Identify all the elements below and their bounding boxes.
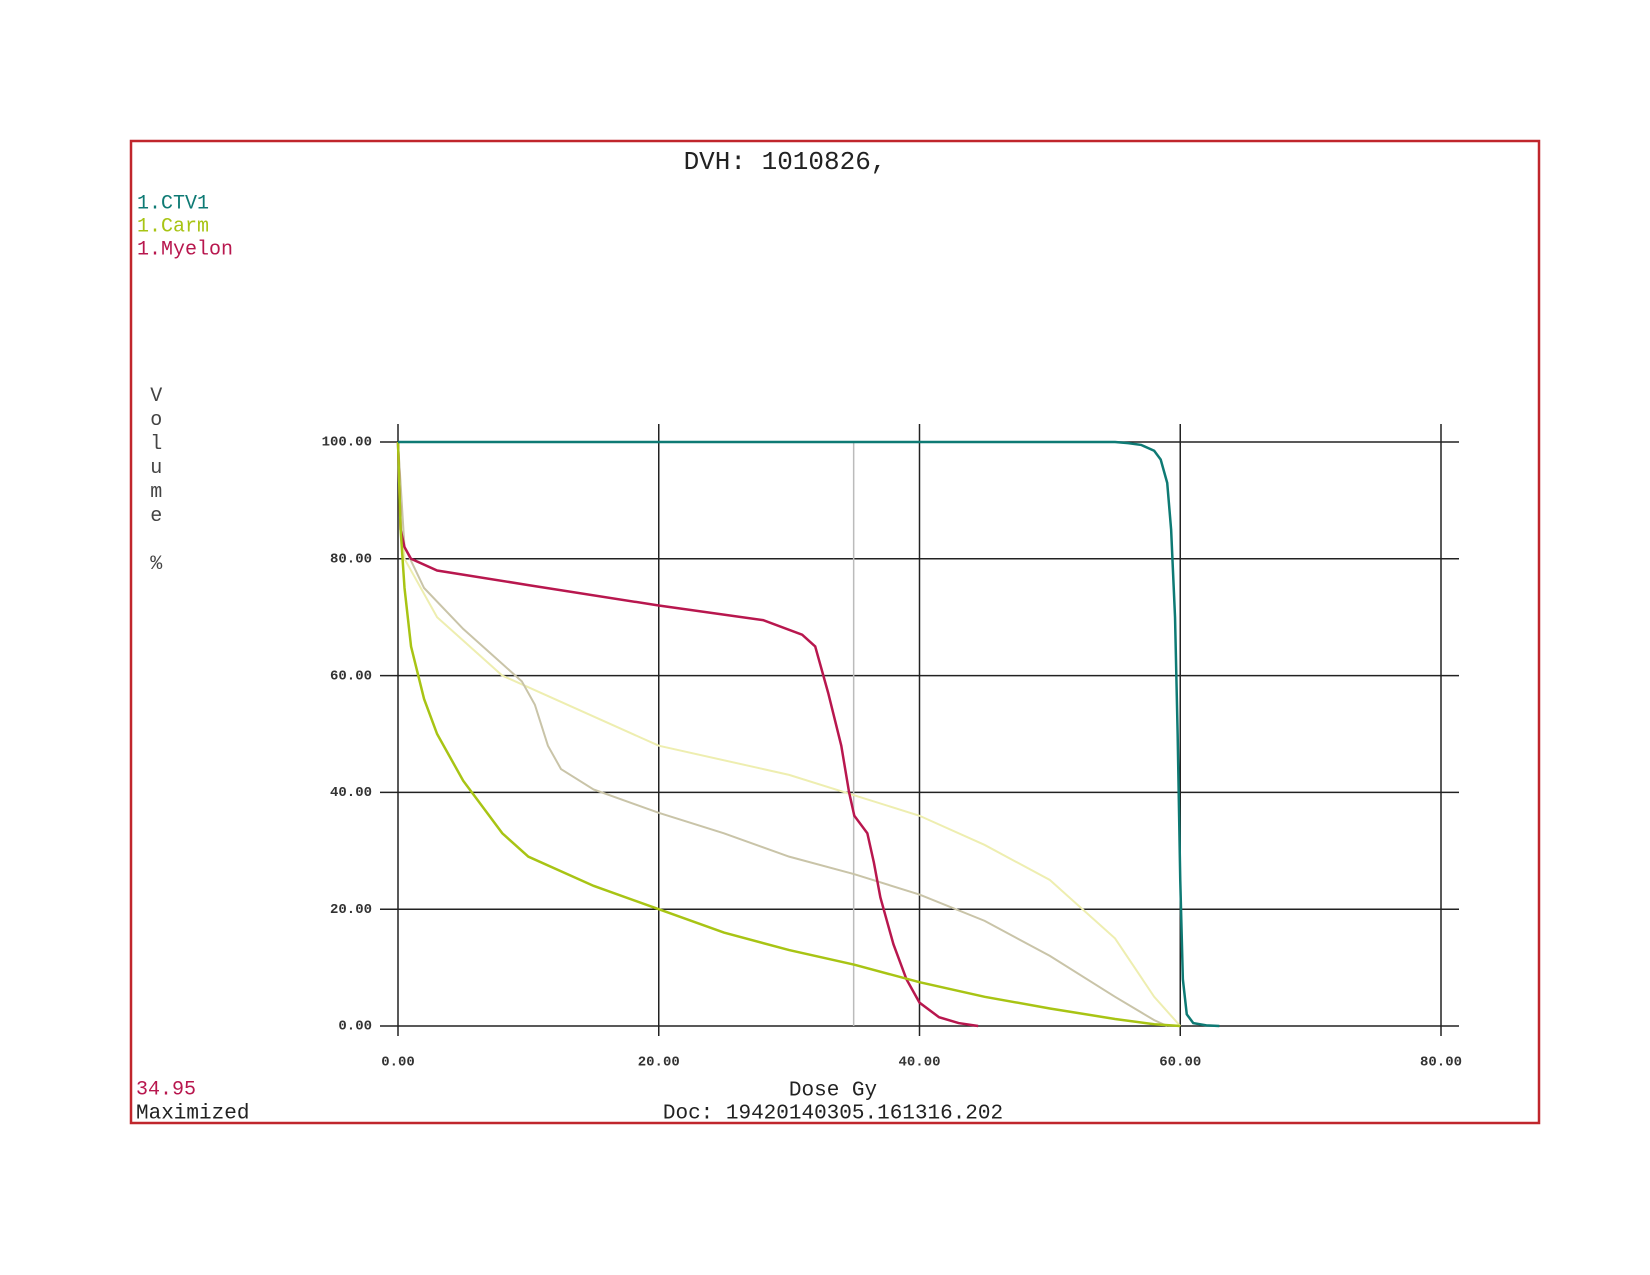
chart-title: DVH: 1010826, [684,147,887,177]
series-line [398,440,1220,1028]
x-tick-label: 0.00 [381,1055,415,1071]
x-tick-label: 80.00 [1420,1055,1462,1071]
y-tick-label: 100.00 [322,435,372,451]
x-tick-label: 40.00 [898,1055,940,1071]
cursor-value: 34.95 [136,1078,196,1101]
x-tick-label: 20.00 [638,1055,680,1071]
footer: Doc: 19420140305.161316.202 [663,1103,1003,1126]
series-line [397,441,1181,1027]
y-tick-label: 0.00 [338,1019,372,1035]
status: Maximized [136,1103,249,1126]
series-line [397,441,1168,1027]
legend-entry: 1.CTV1 [137,192,209,215]
y-axis-label: Volume % [145,385,168,577]
y-tick-label: 20.00 [330,902,372,918]
series-line [396,441,979,1028]
x-tick-label: 60.00 [1159,1055,1201,1071]
y-tick-label: 80.00 [330,552,372,568]
legend-entry: 1.Carm [137,215,209,238]
frame [129,139,1541,1125]
y-tick-label: 40.00 [330,785,372,801]
x-axis-label: Dose Gy [789,1080,877,1103]
series-line [396,441,1181,1028]
legend-entry: 1.Myelon [137,238,233,261]
y-tick-label: 60.00 [330,668,372,684]
